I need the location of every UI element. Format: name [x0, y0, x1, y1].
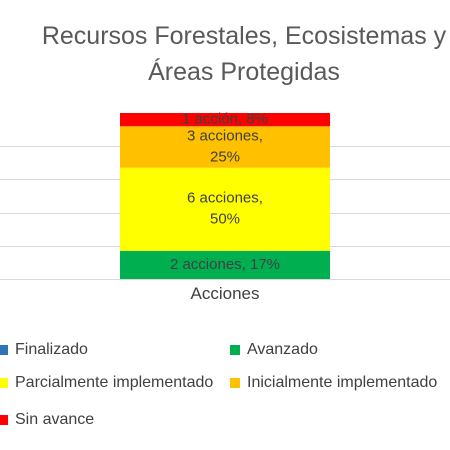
legend-label: Parcialmente implementado — [15, 374, 214, 391]
legend-item: Sin avance — [0, 411, 94, 429]
chart-title: Recursos Forestales, Ecosistemas y Áreas… — [0, 18, 450, 90]
legend-label: Inicialmente implementado — [247, 374, 438, 391]
legend-swatch — [230, 345, 240, 355]
legend-item: Finalizado — [0, 341, 88, 359]
legend-label: Avanzado — [247, 341, 318, 358]
data-label: 1 acción, 8% — [182, 111, 268, 128]
data-label: 25% — [210, 148, 240, 165]
bar-segment — [120, 250, 330, 279]
bar-segment — [120, 167, 330, 251]
data-label: 50% — [210, 211, 240, 228]
bar-segment — [120, 126, 330, 168]
data-label: 3 acciones, — [187, 127, 263, 144]
legend-swatch — [230, 378, 240, 388]
chart-title-line-2: Áreas Protegidas — [148, 58, 340, 86]
legend-label: Sin avance — [15, 411, 95, 428]
bar-segment — [120, 113, 330, 127]
legend-item: Avanzado — [230, 341, 318, 359]
data-label: 6 acciones, — [187, 190, 263, 207]
legend-item: Parcialmente implementado — [0, 374, 213, 392]
legend-swatch — [0, 345, 8, 355]
legend-item: Inicialmente implementado — [230, 374, 437, 392]
chart-title-line-1: Recursos Forestales, Ecosistemas y — [41, 22, 447, 50]
legend-label: Finalizado — [15, 341, 88, 358]
data-label: 2 acciones, 17% — [170, 256, 280, 273]
legend-swatch — [0, 415, 8, 425]
legend-swatch — [0, 378, 8, 388]
x-category-label: Acciones — [190, 284, 260, 303]
